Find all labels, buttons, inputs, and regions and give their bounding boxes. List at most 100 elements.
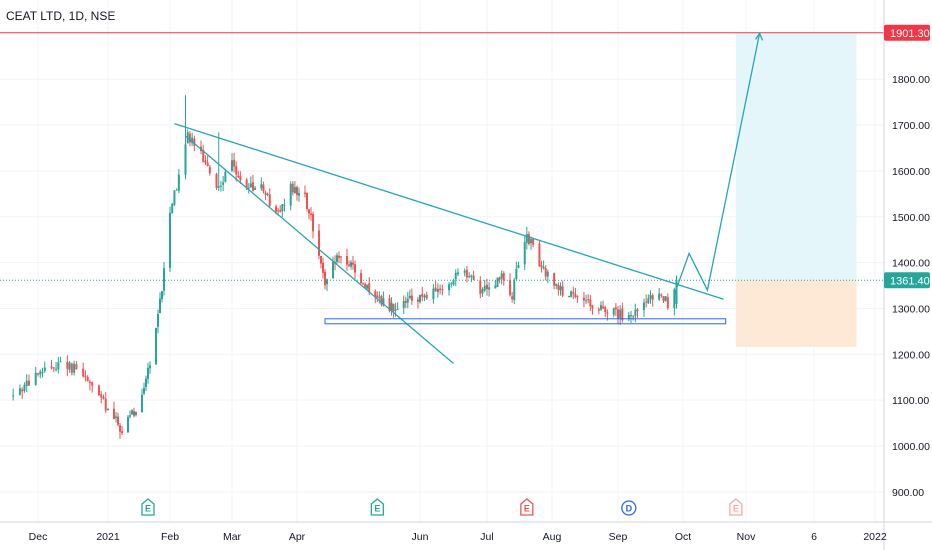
candle-body[interactable] <box>57 362 60 370</box>
candle-body[interactable] <box>251 182 254 191</box>
candle-body[interactable] <box>645 301 648 303</box>
candle-body[interactable] <box>338 255 340 258</box>
candle-body[interactable] <box>439 288 442 291</box>
candle-body[interactable] <box>388 298 391 311</box>
candle-body[interactable] <box>366 284 369 289</box>
candle-body[interactable] <box>193 138 196 146</box>
candle-body[interactable] <box>55 368 58 370</box>
candle-body[interactable] <box>21 389 24 392</box>
candle-body[interactable] <box>249 183 252 188</box>
candle-body[interactable] <box>39 371 42 375</box>
candle-body[interactable] <box>260 184 263 189</box>
candle-body[interactable] <box>574 293 577 298</box>
candle-body[interactable] <box>502 272 505 281</box>
candle-body[interactable] <box>119 425 121 432</box>
candle-body[interactable] <box>660 294 663 296</box>
candle-body[interactable] <box>380 296 383 305</box>
candle-body[interactable] <box>149 365 151 369</box>
candle-body[interactable] <box>293 187 296 194</box>
candle-body[interactable] <box>289 183 292 206</box>
candle-body[interactable] <box>310 213 312 216</box>
candle-body[interactable] <box>43 367 46 372</box>
candle-body[interactable] <box>312 214 314 232</box>
candle-body[interactable] <box>621 308 624 321</box>
candle-body[interactable] <box>208 167 211 174</box>
candle-body[interactable] <box>540 265 543 268</box>
candle-body[interactable] <box>141 394 143 413</box>
candle-body[interactable] <box>396 308 399 310</box>
candle-body[interactable] <box>404 300 407 303</box>
candle-body[interactable] <box>481 289 484 294</box>
candle-body[interactable] <box>70 363 73 373</box>
candle-body[interactable] <box>530 239 533 243</box>
candle-body[interactable] <box>215 174 218 188</box>
candle-body[interactable] <box>390 302 393 311</box>
candle-body[interactable] <box>145 378 147 388</box>
candle-body[interactable] <box>632 316 635 318</box>
candle-body[interactable] <box>91 382 94 386</box>
candle-body[interactable] <box>662 296 665 301</box>
candle-body[interactable] <box>572 292 575 294</box>
candle-body[interactable] <box>239 176 242 181</box>
candle-body[interactable] <box>394 309 397 311</box>
candle-body[interactable] <box>617 309 619 319</box>
candle-body[interactable] <box>630 315 632 317</box>
candle-body[interactable] <box>544 268 547 277</box>
candle-body[interactable] <box>222 182 225 185</box>
candle-body[interactable] <box>486 284 488 290</box>
candle-body[interactable] <box>283 204 286 206</box>
candle-body[interactable] <box>525 234 528 243</box>
candle-body[interactable] <box>171 203 174 214</box>
candle-body[interactable] <box>23 384 26 391</box>
candle-body[interactable] <box>591 305 594 309</box>
candle-body[interactable] <box>673 289 676 309</box>
candle-body[interactable] <box>135 411 137 416</box>
candle-body[interactable] <box>84 375 87 377</box>
candle-body[interactable] <box>619 309 622 318</box>
candle-body[interactable] <box>219 185 222 187</box>
candle-body[interactable] <box>161 291 163 299</box>
candle-body[interactable] <box>568 295 571 297</box>
candle-body[interactable] <box>291 183 294 193</box>
candle-body[interactable] <box>448 284 451 291</box>
candle-body[interactable] <box>322 262 324 273</box>
candle-body[interactable] <box>368 283 371 292</box>
candle-body[interactable] <box>515 268 518 280</box>
candle-body[interactable] <box>206 162 209 167</box>
candle-body[interactable] <box>254 187 257 190</box>
candle-body[interactable] <box>308 209 310 214</box>
candle-body[interactable] <box>582 297 585 301</box>
candle-body[interactable] <box>479 280 482 295</box>
candle-body[interactable] <box>169 212 171 268</box>
candle-body[interactable] <box>513 280 516 301</box>
candle-body[interactable] <box>326 279 328 285</box>
candle-body[interactable] <box>298 193 300 196</box>
candle-body[interactable] <box>237 175 240 178</box>
candle-body[interactable] <box>498 277 501 280</box>
candle-body[interactable] <box>488 287 491 290</box>
candle-body[interactable] <box>636 309 639 312</box>
candle-body[interactable] <box>86 376 89 382</box>
candle-body[interactable] <box>517 265 520 269</box>
candle-body[interactable] <box>570 291 573 297</box>
candle-body[interactable] <box>362 283 365 285</box>
candle-body[interactable] <box>561 286 564 296</box>
candle-body[interactable] <box>104 398 107 411</box>
candle-body[interactable] <box>408 295 411 298</box>
candle-body[interactable] <box>52 367 55 369</box>
candle-body[interactable] <box>542 266 545 269</box>
candle-body[interactable] <box>402 301 405 308</box>
candle-body[interactable] <box>602 306 605 309</box>
candle-body[interactable] <box>425 294 428 299</box>
candle-body[interactable] <box>336 255 338 263</box>
candle-body[interactable] <box>557 285 560 290</box>
candle-body[interactable] <box>304 192 306 194</box>
candle-body[interactable] <box>332 261 334 279</box>
candle-body[interactable] <box>202 149 205 162</box>
candle-body[interactable] <box>346 256 348 265</box>
candle-body[interactable] <box>233 159 236 167</box>
candles[interactable] <box>12 95 678 439</box>
candle-body[interactable] <box>658 293 661 300</box>
candle-body[interactable] <box>18 388 21 395</box>
